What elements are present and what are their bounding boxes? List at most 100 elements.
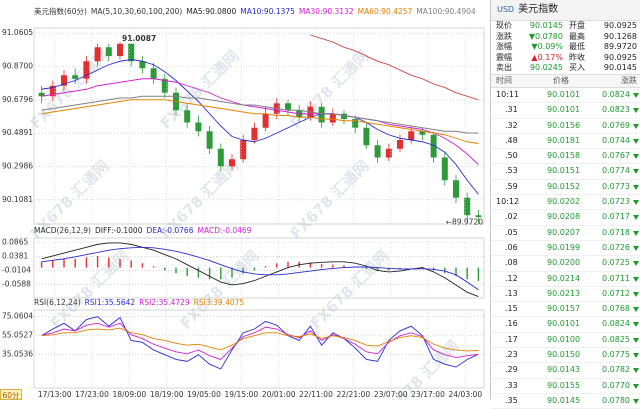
down-icon xyxy=(633,200,639,206)
y-tick-label: 55.0527 xyxy=(2,331,33,340)
candle-body xyxy=(206,131,213,149)
candle-body xyxy=(408,131,415,140)
trade-time: .13 xyxy=(505,288,518,298)
trade-time: .35 xyxy=(505,395,518,405)
candle-body xyxy=(38,92,45,97)
y-tick-label: 90.1081 xyxy=(2,195,33,204)
y-tick-label: 91.0605 xyxy=(2,28,33,37)
panel-title: MACD(26,12,9) xyxy=(34,226,91,235)
trade-change: 0.0824 xyxy=(602,89,630,99)
legend-entry: DIFF:-0.1000 xyxy=(95,226,143,235)
legend-entry: DEA:-0.0766 xyxy=(146,226,193,235)
y-tick-label: 75.0604 xyxy=(2,312,33,321)
plot-frame xyxy=(33,237,485,299)
legend-entry: RSI1:35.5642 xyxy=(85,298,136,307)
down-icon xyxy=(633,276,639,282)
trade-time: .50 xyxy=(505,151,518,161)
trade-row: .13 90.0213 0.0712 xyxy=(491,287,640,303)
x-tick-label: 18/09:00 xyxy=(112,390,146,399)
stat-value: ▼0.0780 xyxy=(528,31,563,41)
trade-change: 0.0769 xyxy=(602,120,630,130)
trade-row: .16 90.0101 0.0824 xyxy=(491,317,640,333)
down-icon xyxy=(633,322,639,328)
trade-row: .32 90.0156 0.0769 xyxy=(491,119,640,134)
x-tick-label: 23/17:00 xyxy=(411,390,445,399)
down-icon xyxy=(633,383,639,389)
x-tick-label: 22/21:00 xyxy=(336,390,370,399)
trade-price: 90.0100 xyxy=(547,334,581,344)
trade-price: 90.0207 xyxy=(547,227,581,237)
candle-body xyxy=(419,131,426,135)
trade-price: 90.0101 xyxy=(547,89,581,99)
x-tick-label: 18/19:00 xyxy=(150,390,184,399)
candle-body xyxy=(363,127,370,146)
legend-entry: RSI3:39.4075 xyxy=(194,298,245,307)
candle-body xyxy=(72,75,79,79)
trade-change: 0.0824 xyxy=(602,319,630,329)
down-icon xyxy=(633,108,639,114)
trade-price: 90.0158 xyxy=(547,151,581,161)
down-icon xyxy=(633,368,639,374)
trade-row: .02 90.0208 0.0717 xyxy=(491,210,640,226)
y-tick-label: -0.0588 xyxy=(2,280,31,289)
indicator-line xyxy=(310,34,479,101)
candle-body xyxy=(285,103,291,111)
trade-change: 0.0780 xyxy=(602,395,630,405)
quote-header: USD 美元指数 xyxy=(491,0,640,21)
panel-title: RSI(6,12,24) xyxy=(34,298,81,307)
indicator-line xyxy=(41,242,479,297)
legend-entry: MA5:90.0800 xyxy=(186,7,236,16)
plot-frame xyxy=(33,309,485,389)
stat-row: 震幅 ▲0.17% 昨收 90.0925 xyxy=(491,53,640,64)
trade-price: 90.0208 xyxy=(547,212,581,222)
trade-price: 90.0101 xyxy=(547,105,581,115)
trade-change: 0.0782 xyxy=(602,365,630,375)
column-header: 价格 xyxy=(553,75,569,85)
trade-price: 90.0151 xyxy=(547,166,581,176)
trade-change: 0.0744 xyxy=(602,135,630,145)
candle-body xyxy=(453,180,459,198)
down-icon xyxy=(633,154,639,160)
candle-body xyxy=(385,148,392,158)
legend-entry: MA30:90.3132 xyxy=(299,7,354,16)
stat-label: 涨幅 xyxy=(496,42,512,52)
indicator-line xyxy=(41,246,479,291)
trade-change: 0.0711 xyxy=(602,273,630,283)
candle-body xyxy=(251,127,258,140)
plot-frame xyxy=(33,27,485,225)
stat-value: ▲0.17% xyxy=(531,52,563,62)
candle-body xyxy=(117,43,123,56)
trade-price: 90.0152 xyxy=(547,181,581,191)
candle-body xyxy=(229,159,235,167)
indicator-line xyxy=(41,316,479,370)
stat-row: 卖出 90.0245 买入 90.0145 xyxy=(491,63,640,74)
trade-price: 90.0150 xyxy=(547,350,581,360)
candle-body xyxy=(464,197,471,216)
period-button[interactable]: 60分 xyxy=(0,389,22,400)
candle-body xyxy=(430,134,437,158)
instrument-name: 美元指数 xyxy=(518,4,559,15)
trade-price: 90.0157 xyxy=(547,304,581,314)
candle-body xyxy=(374,145,381,158)
trade-price: 90.0200 xyxy=(547,258,581,268)
trade-row: .15 90.0157 0.0768 xyxy=(491,302,640,318)
trade-time: .53 xyxy=(505,166,518,176)
legend-entry: MA10:90.1375 xyxy=(240,7,295,16)
candle-body xyxy=(341,113,347,119)
trade-row: .35 90.0145 0.0780 xyxy=(491,394,640,409)
trade-time: .23 xyxy=(505,350,518,360)
candle-body xyxy=(262,113,269,128)
candle-body xyxy=(139,61,146,69)
trade-row: .06 90.0199 0.0726 xyxy=(491,241,640,257)
candle-body xyxy=(184,110,191,123)
legend-entry: MA60:90.4257 xyxy=(358,7,413,16)
y-tick-label: 35.0536 xyxy=(2,350,33,359)
trade-change: 0.0823 xyxy=(602,105,630,115)
trade-header: 时间 价格 涨跌 xyxy=(491,73,640,88)
candle-body xyxy=(83,61,90,79)
trade-change: 0.0825 xyxy=(602,334,630,344)
candle-body xyxy=(318,106,325,123)
candle-body xyxy=(105,47,112,56)
